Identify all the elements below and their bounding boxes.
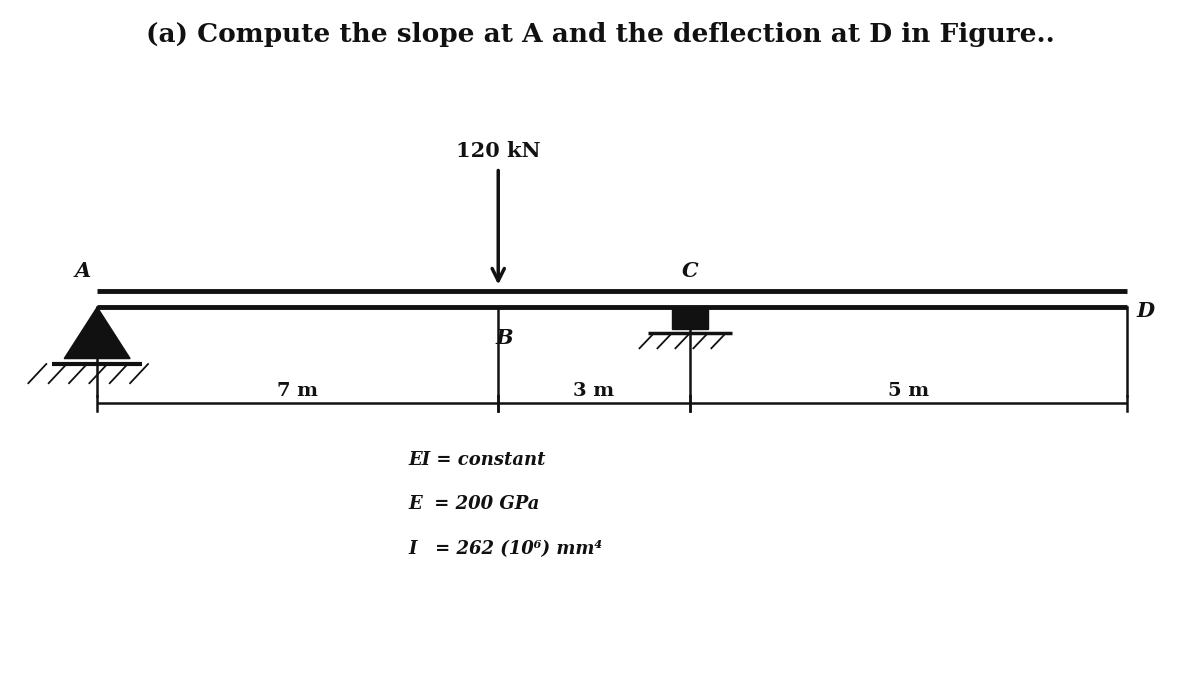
Text: EI = constant: EI = constant [408,451,546,469]
Bar [672,307,708,329]
Text: I   = 262 (10⁶) mm⁴: I = 262 (10⁶) mm⁴ [408,540,602,558]
Text: C: C [682,260,698,280]
Text: 120 kN: 120 kN [456,141,540,161]
Text: A: A [74,260,91,280]
Text: 5 m: 5 m [888,381,929,400]
Polygon shape [65,307,130,359]
Text: E  = 200 GPa: E = 200 GPa [408,495,540,513]
Text: B: B [496,328,514,348]
Text: 3 m: 3 m [574,381,614,400]
Text: 7 m: 7 m [277,381,318,400]
Text: (a) Compute the slope at A and the deflection at D in Figure..: (a) Compute the slope at A and the defle… [145,22,1055,47]
Text: D: D [1136,301,1154,321]
